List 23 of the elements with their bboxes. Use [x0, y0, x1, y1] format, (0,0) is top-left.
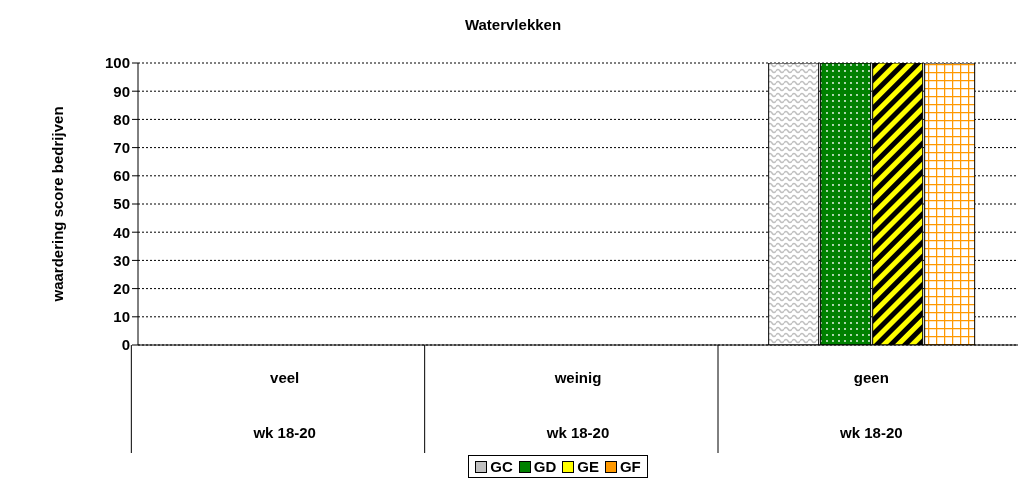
y-tick-label: 0 — [121, 336, 130, 354]
x-tick-label: geen — [853, 369, 889, 386]
y-axis-title: waardering score bedrijven — [49, 106, 67, 303]
legend-label: GC — [489, 458, 513, 475]
legend-label: GE — [576, 458, 599, 475]
y-tick-label: 80 — [113, 110, 130, 128]
y-tick-label: 40 — [113, 223, 130, 241]
x-tick-label: weinig — [553, 369, 602, 386]
y-tick-label: 50 — [113, 195, 130, 213]
chart-title: Watervlekken — [463, 16, 563, 33]
y-tick-label: 90 — [113, 82, 130, 100]
x-tick-label: veel — [270, 369, 300, 386]
y-tick-label: 30 — [113, 251, 130, 269]
legend-label: GD — [532, 458, 557, 475]
y-tick-label: 60 — [113, 167, 130, 185]
legend-label: GF — [618, 458, 641, 475]
y-tick-label: 20 — [113, 279, 130, 297]
text: wk 18-20 — [252, 424, 316, 441]
y-tick-label: 70 — [113, 138, 130, 156]
text: wk 18-20 — [545, 424, 610, 441]
y-tick-label: 100 — [104, 54, 130, 72]
text: wk 18-20 — [839, 424, 903, 441]
y-tick-label: 10 — [113, 308, 130, 326]
